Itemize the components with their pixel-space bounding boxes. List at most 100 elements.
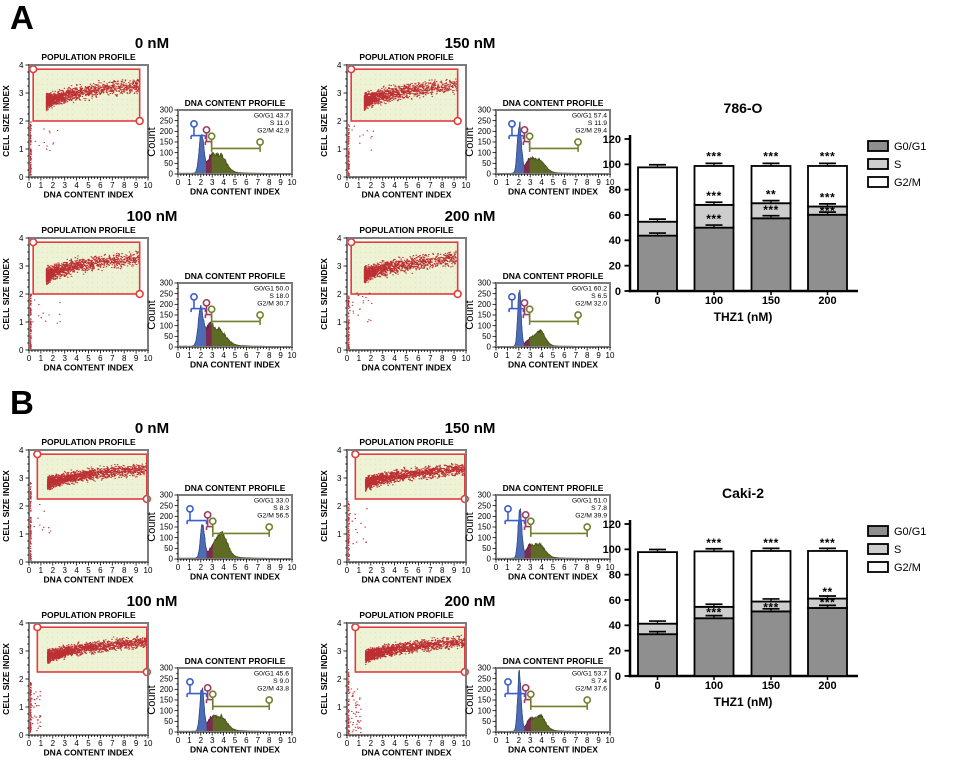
- bar-segment-g0g1: [807, 213, 848, 292]
- y-tick-label: 0: [487, 170, 492, 179]
- y-tick-label: 100: [478, 533, 492, 542]
- x-tick-label: 8: [585, 178, 590, 187]
- y-tick-label: 250: [478, 289, 492, 298]
- x-tick-label: 9: [452, 354, 457, 363]
- x-tick-label: 5: [233, 736, 238, 745]
- s-marker: [520, 125, 529, 134]
- x-tick-label: 0: [345, 354, 350, 363]
- gate-handle-topleft: [33, 622, 42, 632]
- y-tick-label: 250: [478, 674, 492, 683]
- hist-outline: [524, 543, 532, 552]
- y-tick-label: 200: [478, 300, 492, 309]
- bar-category-label: 200: [818, 295, 836, 307]
- x-tick-label: 2: [199, 351, 204, 360]
- x-tick-label: 3: [62, 181, 67, 190]
- bar-y-tick-label: 0: [615, 671, 621, 683]
- x-tick-label: 1: [39, 354, 44, 363]
- x-tick-label: 8: [122, 354, 127, 363]
- hist-y-axis-label: Count: [464, 300, 476, 329]
- significance-marker: ***: [820, 536, 836, 550]
- x-tick-label: 5: [551, 178, 556, 187]
- bar-y-tick-label: 20: [609, 646, 621, 658]
- hist-region: [524, 543, 531, 559]
- y-tick-label: 100: [478, 706, 492, 715]
- x-tick-label: 0: [27, 566, 32, 575]
- legend-swatch-g0g1: [867, 140, 889, 152]
- phase-percentage: G2/M 29.4: [575, 128, 607, 135]
- x-tick-label: 2: [51, 354, 56, 363]
- hist-region: [524, 717, 531, 732]
- x-tick-label: 10: [144, 566, 153, 575]
- s-marker: [202, 298, 211, 307]
- y-tick-label: 2: [337, 117, 342, 126]
- x-tick-label: 2: [199, 736, 204, 745]
- x-tick-label: 0: [176, 351, 181, 360]
- y-tick-label: 1: [337, 530, 342, 539]
- legend-label: G0/G1: [894, 526, 926, 538]
- x-tick-label: 7: [428, 181, 433, 190]
- y-tick-label: 1: [19, 703, 24, 712]
- y-tick-label: 200: [160, 512, 174, 521]
- x-tick-label: 4: [221, 351, 226, 360]
- x-tick-label: 10: [606, 736, 615, 745]
- hist-y-axis-label: Count: [464, 685, 476, 714]
- x-tick-label: 7: [256, 736, 261, 745]
- g2m-marker-left: [208, 690, 217, 699]
- y-tick-label: 50: [164, 159, 173, 168]
- y-tick-label: 2: [337, 502, 342, 511]
- x-tick-label: 1: [357, 181, 362, 190]
- g2m-marker-left: [207, 305, 216, 314]
- bar-y-tick-label: 20: [609, 261, 621, 273]
- phase-percentage: G2/M 43.8: [257, 686, 289, 693]
- legend-label: G2/M: [894, 562, 921, 574]
- g1-marker: [508, 119, 516, 128]
- y-tick-label: 0: [337, 558, 342, 567]
- g1-marker: [508, 292, 516, 301]
- bar-segment-g2m: [693, 550, 735, 608]
- x-tick-label: 6: [98, 566, 103, 575]
- hist-outline: [524, 716, 532, 728]
- x-tick-label: 10: [144, 739, 153, 748]
- x-tick-label: 7: [110, 181, 115, 190]
- x-tick-label: 5: [404, 181, 409, 190]
- hist-plot-area: [178, 110, 292, 174]
- x-tick-label: 9: [134, 739, 139, 748]
- bar-segment-g2m: [750, 165, 792, 205]
- population-profile-title: POPULATION PROFILE: [41, 225, 136, 235]
- x-tick-label: 6: [98, 181, 103, 190]
- hist-outline: [523, 337, 530, 344]
- bar-y-tick-label: 60: [609, 595, 621, 607]
- legend-swatch-g2m: [867, 176, 889, 188]
- y-tick-label: 250: [160, 674, 174, 683]
- x-tick-label: 3: [62, 354, 67, 363]
- y-tick-label: 1: [19, 530, 24, 539]
- y-tick-label: 3: [337, 647, 342, 656]
- y-tick-label: 0: [487, 555, 492, 564]
- legend-label: G0/G1: [894, 141, 926, 153]
- x-tick-label: 4: [539, 178, 544, 187]
- x-tick-label: 1: [357, 354, 362, 363]
- y-tick-label: 250: [160, 116, 174, 125]
- x-tick-label: 4: [539, 736, 544, 745]
- x-tick-label: 5: [233, 563, 238, 572]
- x-tick-label: 3: [210, 351, 215, 360]
- x-tick-label: 1: [187, 178, 192, 187]
- x-tick-label: 6: [562, 178, 567, 187]
- x-tick-label: 8: [440, 739, 445, 748]
- x-tick-label: 5: [233, 351, 238, 360]
- hist-x-axis-label: DNA CONTENT INDEX: [190, 360, 280, 370]
- significance-marker: ***: [820, 150, 836, 164]
- phase-percentage: G2/M 30.7: [257, 301, 289, 308]
- x-tick-label: 9: [596, 563, 601, 572]
- scatter-points: [346, 462, 466, 563]
- bar-segment-g2m: [637, 166, 678, 223]
- x-tick-label: 2: [51, 181, 56, 190]
- x-tick-label: 7: [256, 563, 261, 572]
- gate-handle-topleft: [351, 622, 360, 632]
- y-tick-label: 1: [337, 145, 342, 154]
- y-tick-label: 200: [478, 127, 492, 136]
- x-tick-label: 9: [278, 351, 283, 360]
- dna-content-profile-title: DNA CONTENT PROFILE: [503, 483, 604, 493]
- x-tick-label: 10: [144, 181, 153, 190]
